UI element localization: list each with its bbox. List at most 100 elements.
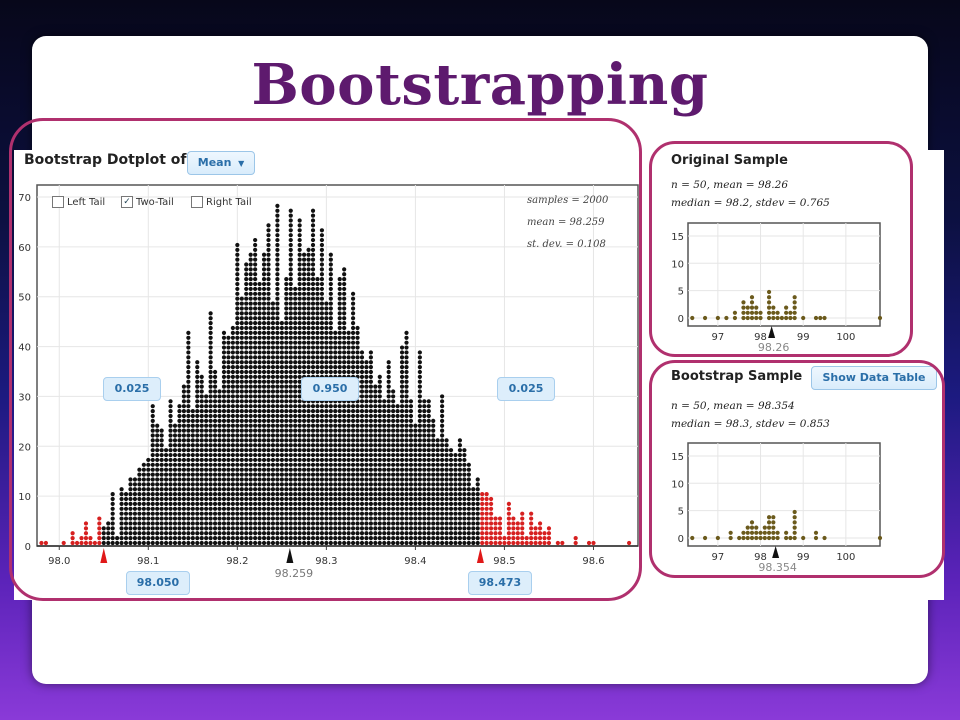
center-dot xyxy=(337,428,342,433)
center-dot xyxy=(235,389,240,394)
sample-dot xyxy=(766,295,772,300)
left-tail-checkbox[interactable]: Left Tail xyxy=(52,196,105,208)
center-dot xyxy=(199,531,204,536)
center-dot xyxy=(230,428,235,433)
center-dot xyxy=(373,482,378,487)
center-dot xyxy=(208,423,213,428)
center-dot xyxy=(315,477,320,482)
two-tail-checkbox[interactable]: ✓ Two-Tail xyxy=(121,196,174,208)
center-dot xyxy=(297,218,302,223)
center-dot xyxy=(279,487,284,492)
center-dot xyxy=(235,443,240,448)
center-dot xyxy=(350,418,356,423)
tail-dot xyxy=(480,516,485,521)
center-dot xyxy=(293,306,298,311)
center-dot xyxy=(417,536,422,541)
right-tail-checkbox[interactable]: Right Tail xyxy=(191,196,252,208)
center-dot xyxy=(324,433,329,438)
center-dot xyxy=(422,462,427,467)
center-dot xyxy=(337,423,342,428)
center-dot xyxy=(226,438,231,443)
center-dot xyxy=(399,413,405,419)
checkbox-box[interactable] xyxy=(52,196,64,208)
center-dot xyxy=(235,321,240,326)
center-dot xyxy=(186,482,191,487)
center-dot xyxy=(261,521,267,526)
center-dot xyxy=(408,423,414,428)
center-dot xyxy=(284,355,289,360)
statistic-dropdown[interactable]: Mean ▼ xyxy=(187,151,255,175)
center-dot xyxy=(275,325,280,331)
center-dot xyxy=(310,433,316,438)
center-dot xyxy=(306,408,311,414)
center-dot xyxy=(368,457,373,463)
show-data-table-button[interactable]: Show Data Table xyxy=(811,366,937,390)
center-dot xyxy=(208,345,213,350)
center-dot xyxy=(257,501,262,507)
center-dot xyxy=(261,306,267,311)
center-dot xyxy=(426,526,431,531)
center-dot xyxy=(235,531,240,536)
left-proportion-box[interactable]: 0.025 xyxy=(103,377,161,401)
y-tick-label: 20 xyxy=(18,442,31,453)
center-dot xyxy=(266,296,271,301)
center-dot xyxy=(457,482,463,487)
center-dot xyxy=(386,462,391,467)
center-dot xyxy=(270,374,276,379)
center-dot xyxy=(324,325,329,331)
center-dot xyxy=(404,506,409,511)
center-dot xyxy=(266,433,271,438)
center-dot xyxy=(199,438,204,443)
center-dot xyxy=(404,330,409,336)
center-dot xyxy=(333,536,338,541)
right-proportion-box[interactable]: 0.025 xyxy=(497,377,555,401)
center-dot xyxy=(270,536,276,541)
center-dot xyxy=(302,277,307,282)
center-dot xyxy=(235,477,240,482)
center-dot xyxy=(306,330,311,336)
center-dot xyxy=(359,369,365,375)
upper-ci-box[interactable]: 98.473 xyxy=(468,571,532,595)
center-dot xyxy=(408,399,414,404)
center-dot xyxy=(288,433,293,438)
center-dot xyxy=(471,540,476,546)
center-dot xyxy=(302,457,307,463)
center-dot xyxy=(119,487,124,492)
center-dot xyxy=(426,452,431,458)
center-dot xyxy=(270,540,276,546)
middle-proportion-box[interactable]: 0.950 xyxy=(301,377,359,401)
center-dot xyxy=(368,516,373,521)
center-dot xyxy=(181,482,187,487)
center-dot xyxy=(261,487,267,492)
sample-dot xyxy=(741,315,746,321)
center-dot xyxy=(350,457,356,463)
center-dot xyxy=(306,511,311,516)
checkbox-box[interactable]: ✓ xyxy=(121,196,133,208)
center-dot xyxy=(266,242,271,248)
center-dot xyxy=(239,536,244,541)
center-dot xyxy=(404,369,409,375)
center-dot xyxy=(119,511,124,516)
center-dot xyxy=(324,311,329,316)
center-dot xyxy=(123,521,129,526)
center-dot xyxy=(239,340,244,345)
center-dot xyxy=(204,413,209,419)
y-tick-label: 70 xyxy=(18,193,31,204)
center-dot xyxy=(346,448,351,453)
center-dot xyxy=(368,369,373,375)
tail-dot xyxy=(515,531,520,536)
center-dot xyxy=(404,379,409,384)
lower-ci-box[interactable]: 98.050 xyxy=(126,571,190,595)
center-dot xyxy=(177,467,182,472)
center-dot xyxy=(221,452,227,458)
center-dot xyxy=(466,526,471,531)
center-dot xyxy=(297,335,302,340)
center-dot xyxy=(382,418,387,423)
center-dot xyxy=(181,399,187,404)
checkbox-box[interactable] xyxy=(191,196,203,208)
center-dot xyxy=(310,448,316,453)
center-dot xyxy=(350,482,356,487)
center-dot xyxy=(444,501,449,507)
center-dot xyxy=(128,516,133,521)
center-dot xyxy=(319,496,325,502)
